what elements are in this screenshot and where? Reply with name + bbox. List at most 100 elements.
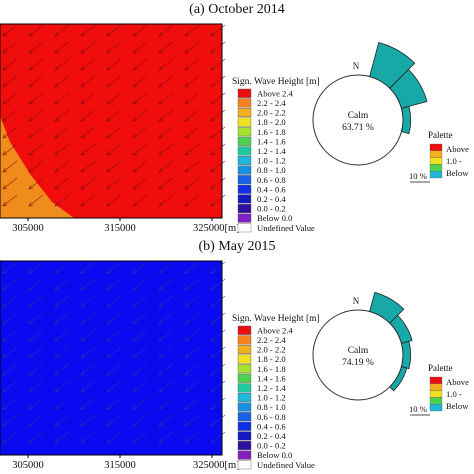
rose-north-label: N (353, 296, 360, 306)
legend-swatch (237, 146, 252, 156)
direction-arrow-head (158, 82, 164, 88)
direction-arrow-head (80, 319, 86, 325)
direction-arrow-head (210, 167, 216, 173)
x-tick-label: 325000[m] (193, 460, 240, 471)
legend-label: 1.4 - 1.6 (257, 136, 286, 146)
rose-sector (389, 366, 408, 392)
direction-arrow (184, 126, 200, 139)
direction-arrow-head (80, 438, 86, 444)
direction-arrow-head (28, 302, 34, 308)
legend-title: Sign. Wave Height [m] (232, 77, 320, 87)
direction-arrow (158, 312, 174, 325)
direction-arrow (210, 329, 226, 342)
direction-arrow (210, 58, 226, 71)
direction-arrow (2, 160, 18, 173)
legend-swatch (237, 223, 252, 233)
direction-arrow-head (80, 150, 86, 156)
legend-swatch (237, 373, 252, 383)
direction-arrow-head (158, 150, 164, 156)
legend-label: 0.2 - 0.4 (257, 194, 286, 204)
direction-arrow-head (158, 48, 164, 54)
legend-swatch (237, 421, 252, 431)
direction-arrow (132, 143, 148, 156)
direction-arrow (210, 431, 226, 444)
direction-arrow (210, 143, 226, 156)
direction-arrow (2, 58, 18, 71)
direction-arrow (106, 41, 122, 54)
direction-arrow (54, 414, 70, 427)
legend-label: 1.0 - 1.2 (257, 393, 286, 403)
direction-arrow-head (2, 404, 8, 410)
direction-arrow (106, 346, 122, 359)
direction-arrow-head (106, 421, 112, 427)
direction-arrow-head (2, 302, 8, 308)
direction-arrow-head (80, 65, 86, 71)
direction-arrow-head (106, 438, 112, 444)
direction-arrow (2, 109, 18, 122)
direction-arrow-head (28, 336, 34, 342)
direction-arrow-head (184, 82, 190, 88)
direction-arrow (210, 41, 226, 54)
direction-arrow-head (28, 268, 34, 274)
direction-arrow-head (184, 404, 190, 410)
legend-label: 2.2 - 2.4 (257, 98, 286, 108)
direction-arrow-head (80, 167, 86, 173)
direction-arrow (106, 58, 122, 71)
direction-arrow-head (28, 99, 34, 105)
rose-sector (369, 291, 405, 324)
direction-arrow (184, 431, 200, 444)
direction-arrow-head (54, 167, 60, 173)
rose-north-label: N (353, 61, 360, 71)
legend-swatch (237, 450, 252, 460)
direction-arrow (28, 160, 44, 173)
direction-arrow (132, 261, 148, 274)
direction-arrow-head (28, 184, 34, 190)
direction-arrow-head (80, 285, 86, 291)
direction-arrow-head (54, 184, 60, 190)
direction-arrow-head (210, 285, 216, 291)
direction-arrow (28, 194, 44, 207)
direction-arrow (184, 41, 200, 54)
direction-arrow-head (158, 387, 164, 393)
direction-arrow-head (158, 31, 164, 37)
direction-arrow (28, 295, 44, 308)
direction-arrow-head (106, 387, 112, 393)
direction-arrow (2, 346, 18, 359)
direction-arrow-head (2, 285, 8, 291)
direction-arrow-head (80, 302, 86, 308)
direction-arrow (28, 177, 44, 190)
rose-sector (400, 340, 412, 370)
legend-swatch (237, 392, 252, 402)
direction-arrow-head (54, 99, 60, 105)
direction-arrow (106, 194, 122, 207)
direction-arrow-head (184, 268, 190, 274)
wave-direction-arrows (2, 261, 226, 444)
direction-arrow (80, 329, 96, 342)
direction-arrow-head (54, 438, 60, 444)
direction-arrow-head (132, 336, 138, 342)
direction-arrow (54, 431, 70, 444)
direction-arrow-head (28, 387, 34, 393)
legend-swatch (237, 127, 252, 137)
direction-arrow-head (2, 421, 8, 427)
direction-arrow (2, 312, 18, 325)
direction-arrow-head (106, 184, 112, 190)
direction-arrow (54, 329, 70, 342)
direction-arrow-head (132, 438, 138, 444)
direction-arrow (132, 346, 148, 359)
direction-arrow-head (80, 82, 86, 88)
scale-label: 10 % (409, 171, 427, 181)
direction-arrow-head (210, 99, 216, 105)
palette-swatch (429, 150, 443, 158)
direction-arrow (2, 24, 18, 37)
direction-arrow-head (28, 133, 34, 139)
legend-swatch (237, 354, 252, 364)
palette-label: Above (446, 144, 469, 154)
direction-arrow (158, 261, 174, 274)
direction-arrow (54, 109, 70, 122)
direction-arrow (80, 380, 96, 393)
direction-arrow (2, 261, 18, 274)
direction-arrow-head (54, 285, 60, 291)
direction-arrow-head (2, 31, 8, 37)
direction-arrow (54, 295, 70, 308)
